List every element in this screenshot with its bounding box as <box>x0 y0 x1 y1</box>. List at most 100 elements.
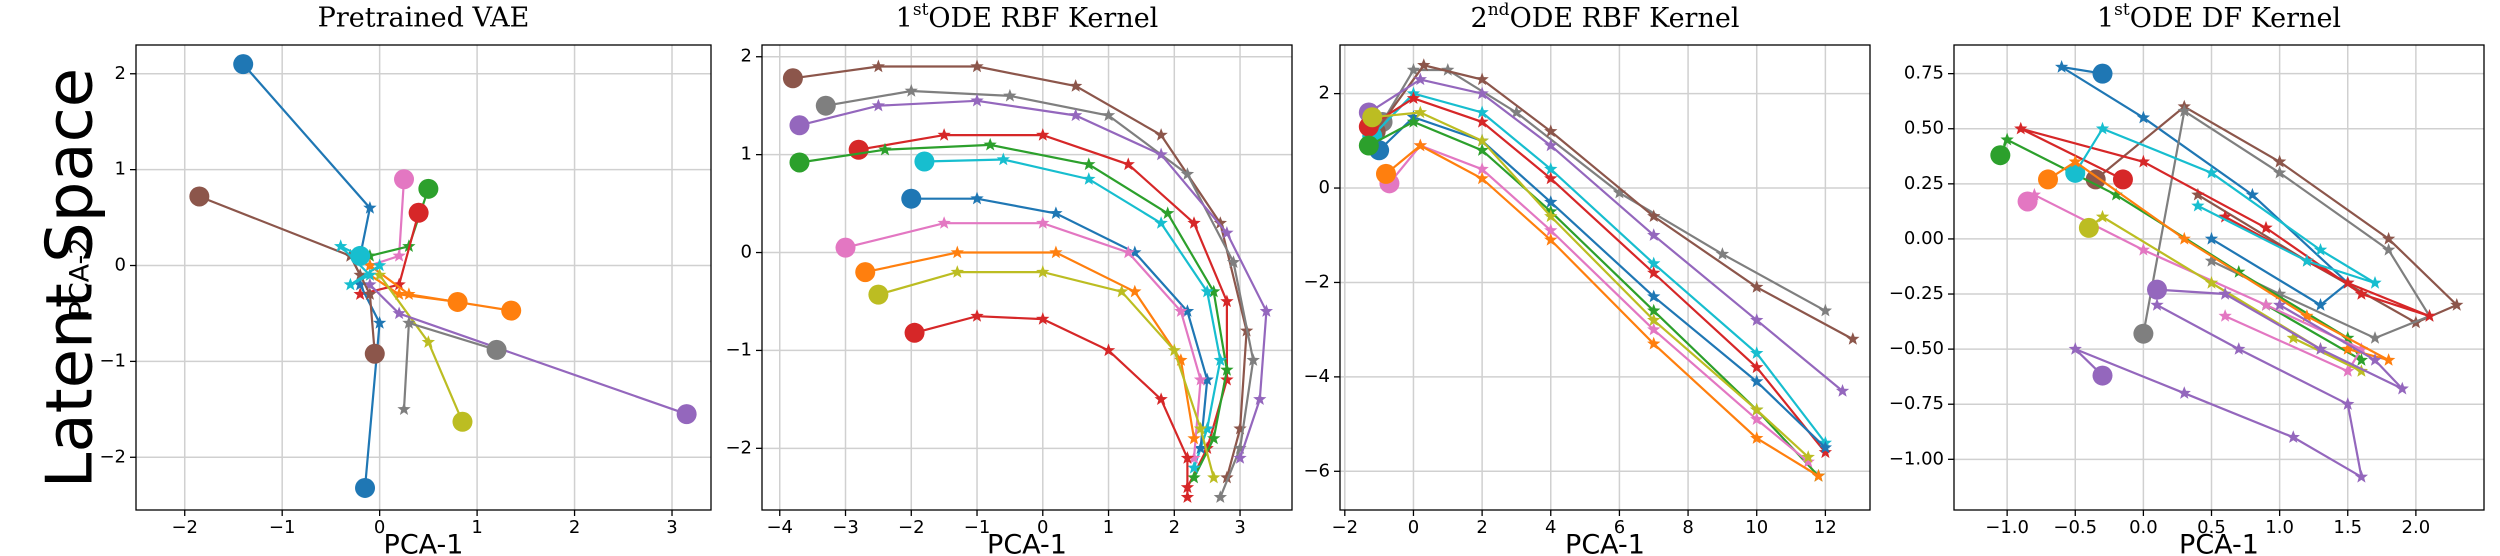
trajectory-point <box>1647 256 1661 270</box>
trajectory-point <box>2095 121 2110 135</box>
trajectory-point <box>2136 110 2150 124</box>
trajectory-point <box>1115 284 1129 298</box>
x-tick-label: −4 <box>766 517 793 538</box>
trajectory-point <box>2218 209 2232 223</box>
trajectory-point <box>1180 451 1195 464</box>
x-tick-label: 2 <box>569 517 580 538</box>
start-point <box>1375 163 1396 184</box>
trajectory-point <box>1180 167 1195 180</box>
x-tick-label: 2.0 <box>2402 517 2431 538</box>
x-tick-label: 0 <box>1037 517 1048 538</box>
trajectory-point <box>2204 165 2219 179</box>
chart-title: 1stODE DF Kernel <box>2097 0 2341 34</box>
trajectory-point <box>1220 363 1234 376</box>
trajectory-point <box>871 59 885 73</box>
trajectory-point <box>2000 132 2014 146</box>
trajectory-point <box>1544 209 1558 222</box>
series-line <box>1368 120 1820 477</box>
trajectory-point <box>1475 143 1489 156</box>
start-point <box>233 54 254 75</box>
x-axis-label: PCA-1 <box>384 530 464 556</box>
trajectory-point <box>421 335 435 348</box>
y-tick-label: 0.75 <box>1904 63 1944 84</box>
title-suffix: nd <box>1488 0 1510 20</box>
trajectory-point <box>1220 294 1234 308</box>
y-tick-label: 2 <box>115 63 126 84</box>
trajectory-point <box>1750 412 1764 425</box>
start-point <box>901 188 922 209</box>
series-line <box>369 283 687 416</box>
trajectory-point <box>392 287 406 300</box>
x-tick-label: 1 <box>1103 517 1114 538</box>
trajectory-point <box>1475 171 1489 185</box>
trajectory-point <box>1509 105 1524 119</box>
trajectory-point <box>392 248 406 262</box>
trajectory-point <box>1128 245 1142 259</box>
y-tick-label: 1 <box>741 144 752 165</box>
x-tick-label: −2 <box>171 517 198 538</box>
x-tick-label: −0.5 <box>2053 517 2097 538</box>
y-tick-label: −0.75 <box>1889 393 1944 414</box>
x-tick-label: 1.5 <box>2333 517 2362 538</box>
trajectory-point <box>2286 430 2300 443</box>
trajectory-point <box>2382 231 2396 245</box>
title-suffix: st <box>2114 0 2130 20</box>
trajectory-point <box>937 216 951 229</box>
x-tick-label: −2 <box>1332 517 1359 538</box>
trajectory-point <box>363 258 377 272</box>
trajectory-point <box>2300 254 2314 267</box>
x-tick-label: 2 <box>1476 517 1487 538</box>
start-point <box>789 115 810 136</box>
x-tick-label: 8 <box>1682 517 1693 538</box>
trajectory-point <box>2422 309 2437 322</box>
trajectory-point <box>2341 276 2355 289</box>
x-tick-label: 1.0 <box>2265 517 2294 538</box>
x-axis-label: PCA-1 <box>2179 530 2259 556</box>
trajectory-point <box>1036 216 1050 229</box>
trajectory-point <box>1207 470 1221 484</box>
trajectory-point <box>1128 284 1142 298</box>
trajectory-point <box>1082 172 1096 185</box>
title-text: ODE RBF Kernel <box>1510 3 1740 34</box>
title-text: ODE DF Kernel <box>2130 3 2341 34</box>
trajectory-point <box>950 245 964 259</box>
series-line <box>402 321 497 410</box>
trajectory-point <box>1647 289 1661 303</box>
start-point <box>2112 169 2133 190</box>
trajectory-point <box>1121 245 1135 259</box>
trajectory-point <box>343 277 358 291</box>
x-tick-label: 2 <box>1169 517 1180 538</box>
start-point <box>1990 145 2011 166</box>
trajectory-point <box>1207 284 1221 298</box>
trajectory-point <box>2341 342 2355 355</box>
trajectory-point <box>1253 392 1267 405</box>
trajectory-point <box>363 277 377 291</box>
trajectory-point <box>373 258 387 272</box>
trajectory-point <box>1647 266 1661 279</box>
start-point <box>452 411 473 432</box>
trajectory-point <box>1213 490 1227 503</box>
panel: −1.0 −0.5 0.0 0.5 1.0 1.5 2.0 −1.00 −0.75 −0.50 −0… <box>1889 0 2485 556</box>
trajectory-point <box>1413 105 1427 119</box>
trajectory-point <box>2177 104 2191 117</box>
trajectory-point <box>392 306 406 320</box>
trajectory-point <box>1036 128 1050 141</box>
trajectory-point <box>1417 58 1431 71</box>
trajectory-point <box>2245 187 2259 201</box>
x-axis-label: PCA-1 <box>987 530 1067 556</box>
trajectory-point <box>2218 309 2232 322</box>
series-line <box>911 197 1209 449</box>
trajectory-point <box>2273 165 2287 179</box>
y-tick-label: −6 <box>1303 460 1330 481</box>
start-point <box>501 300 522 321</box>
y-tick-label: 2 <box>741 46 752 67</box>
trajectory-point <box>397 402 411 415</box>
start-point <box>364 343 385 364</box>
trajectory-point <box>2450 298 2464 311</box>
trajectory-point <box>2313 342 2328 355</box>
trajectory-point <box>1187 431 1201 445</box>
axes-frame <box>135 44 712 511</box>
title-text: ODE RBF Kernel <box>928 3 1158 34</box>
